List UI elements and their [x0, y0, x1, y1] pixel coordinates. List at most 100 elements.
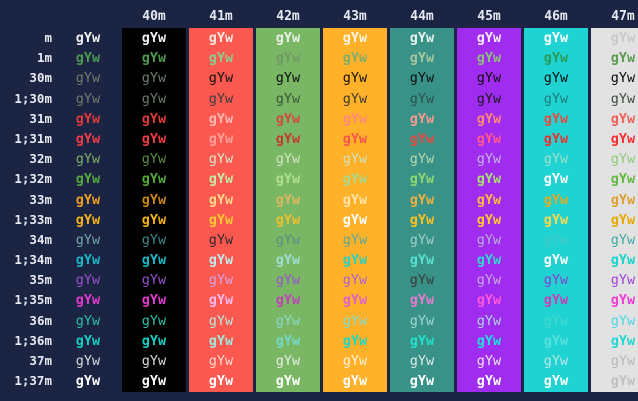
- cell-44m-33m: gYw: [409, 191, 435, 208]
- cell-42m-30m: gYw: [275, 70, 301, 87]
- cell-46m-1-35m: gYw: [543, 292, 569, 309]
- cell-42m-1m: gYw: [275, 50, 301, 67]
- row-label-1-37m: 1;37m: [14, 373, 52, 389]
- cell-44m-1-30m: gYw: [409, 90, 435, 107]
- cell-43m-1-32m: gYw: [342, 171, 368, 188]
- cell-default-31m: gYw: [75, 110, 101, 127]
- cell-45m-30m: gYw: [476, 70, 502, 87]
- cell-44m-1-36m: gYw: [409, 332, 435, 349]
- cell-47m-1-31m: gYw: [610, 130, 636, 147]
- cell-40m-1m: gYw: [141, 50, 167, 67]
- cell-44m-1-32m: gYw: [409, 171, 435, 188]
- cell-41m-1-34m: gYw: [208, 252, 234, 269]
- cell-40m-34m: gYw: [141, 231, 167, 248]
- cell-47m-1-35m: gYw: [610, 292, 636, 309]
- cell-44m-1m: gYw: [409, 50, 435, 67]
- cell-40m-m: gYw: [141, 30, 167, 46]
- cell-45m-37m: gYw: [476, 353, 502, 369]
- column-header-40m: 40m: [142, 9, 166, 24]
- cell-42m-m: gYw: [275, 30, 301, 46]
- cell-40m-30m: gYw: [141, 70, 167, 87]
- cell-44m-1-34m: gYw: [409, 252, 435, 269]
- color-column-44m: gYw gYw gYw gYw gYw gYw gYw gYw gYw gYw gYw gYw gYw g…: [390, 28, 454, 392]
- cell-44m-35m: gYw: [409, 272, 435, 289]
- column-header-41m: 41m: [209, 9, 233, 24]
- cell-43m-31m: gYw: [342, 110, 368, 127]
- cell-43m-m: gYw: [342, 30, 368, 46]
- cell-46m-36m: gYw: [543, 312, 569, 329]
- cell-default-30m: gYw: [75, 70, 101, 87]
- cell-47m-36m: gYw: [610, 312, 636, 329]
- row-label-m: m: [44, 30, 52, 45]
- cell-46m-1-34m: gYw: [543, 252, 569, 269]
- cell-44m-37m: gYw: [409, 353, 435, 369]
- cell-45m-m: gYw: [476, 30, 502, 46]
- cell-47m-1-37m: gYw: [610, 373, 636, 390]
- cell-42m-1-34m: gYw: [275, 252, 301, 269]
- cell-47m-m: gYw: [610, 30, 636, 46]
- cell-45m-1-33m: gYw: [476, 211, 502, 228]
- cell-41m-33m: gYw: [208, 191, 234, 208]
- cell-default-1-32m: gYw: [75, 171, 101, 188]
- cell-46m-1-33m: gYw: [543, 211, 569, 228]
- cell-44m-m: gYw: [409, 30, 435, 46]
- cell-40m-1-32m: gYw: [141, 171, 167, 188]
- cell-45m-1-31m: gYw: [476, 130, 502, 147]
- cell-46m-m: gYw: [543, 30, 569, 46]
- column-header-43m: 43m: [343, 9, 367, 24]
- cell-42m-34m: gYw: [275, 231, 301, 248]
- row-label-1m: 1m: [36, 50, 52, 66]
- cell-41m-m: gYw: [208, 30, 234, 46]
- cell-40m-1-35m: gYw: [141, 292, 167, 309]
- row-label-30m: 30m: [29, 70, 52, 86]
- row-label-32m: 32m: [29, 151, 52, 167]
- cell-46m-1-31m: gYw: [543, 130, 569, 147]
- cell-43m-33m: gYw: [342, 191, 368, 208]
- cell-41m-34m: gYw: [208, 231, 234, 248]
- row-label-1-36m: 1;36m: [14, 332, 52, 348]
- cell-47m-31m: gYw: [610, 110, 636, 127]
- color-column-45m: gYw gYw gYw gYw gYw gYw gYw gYw gYw gYw gYw gYw gYw g…: [457, 28, 521, 392]
- cell-40m-35m: gYw: [141, 272, 167, 289]
- cell-46m-35m: gYw: [543, 272, 569, 289]
- column-header-row: 40m 41m 42m 43m 44m 45m 46m 47m: [0, 8, 638, 25]
- cell-42m-32m: gYw: [275, 151, 301, 168]
- cell-43m-30m: gYw: [342, 70, 368, 87]
- cell-47m-30m: gYw: [610, 70, 636, 87]
- cell-43m-36m: gYw: [342, 312, 368, 329]
- cell-46m-31m: gYw: [543, 110, 569, 127]
- cell-46m-33m: gYw: [543, 191, 569, 208]
- cell-41m-1-37m: gYw: [208, 373, 234, 390]
- cell-46m-37m: gYw: [543, 353, 569, 369]
- cell-45m-31m: gYw: [476, 110, 502, 127]
- color-column-41m: gYw gYw gYw gYw gYw gYw gYw gYw gYw gYw gYw gYw gYw g…: [189, 28, 253, 392]
- cell-default-1-33m: gYw: [75, 211, 101, 228]
- cell-41m-1-32m: gYw: [208, 171, 234, 188]
- cell-45m-33m: gYw: [476, 191, 502, 208]
- cell-default-34m: gYw: [75, 231, 101, 248]
- cell-43m-35m: gYw: [342, 272, 368, 289]
- cell-default-37m: gYw: [75, 353, 101, 369]
- cell-47m-32m: gYw: [610, 151, 636, 168]
- row-label-31m: 31m: [29, 110, 52, 126]
- cell-41m-1-31m: gYw: [208, 130, 234, 147]
- cell-46m-1-30m: gYw: [543, 90, 569, 107]
- cell-40m-1-36m: gYw: [141, 332, 167, 349]
- row-label-36m: 36m: [29, 312, 52, 328]
- row-label-34m: 34m: [29, 231, 52, 247]
- column-header-46m: 46m: [544, 9, 568, 24]
- cell-47m-37m: gYw: [610, 353, 636, 369]
- cell-44m-32m: gYw: [409, 151, 435, 168]
- cell-44m-30m: gYw: [409, 70, 435, 87]
- cell-47m-1m: gYw: [610, 50, 636, 67]
- cell-47m-33m: gYw: [610, 191, 636, 208]
- cell-41m-1-30m: gYw: [208, 90, 234, 107]
- cell-40m-1-33m: gYw: [141, 211, 167, 228]
- color-column-42m: gYw gYw gYw gYw gYw gYw gYw gYw gYw gYw gYw gYw gYw g…: [256, 28, 320, 392]
- cell-43m-1-37m: gYw: [342, 373, 368, 390]
- cell-43m-1-35m: gYw: [342, 292, 368, 309]
- cell-default-1m: gYw: [75, 50, 101, 67]
- cell-45m-36m: gYw: [476, 312, 502, 329]
- cell-41m-36m: gYw: [208, 312, 234, 329]
- cell-43m-1m: gYw: [342, 50, 368, 67]
